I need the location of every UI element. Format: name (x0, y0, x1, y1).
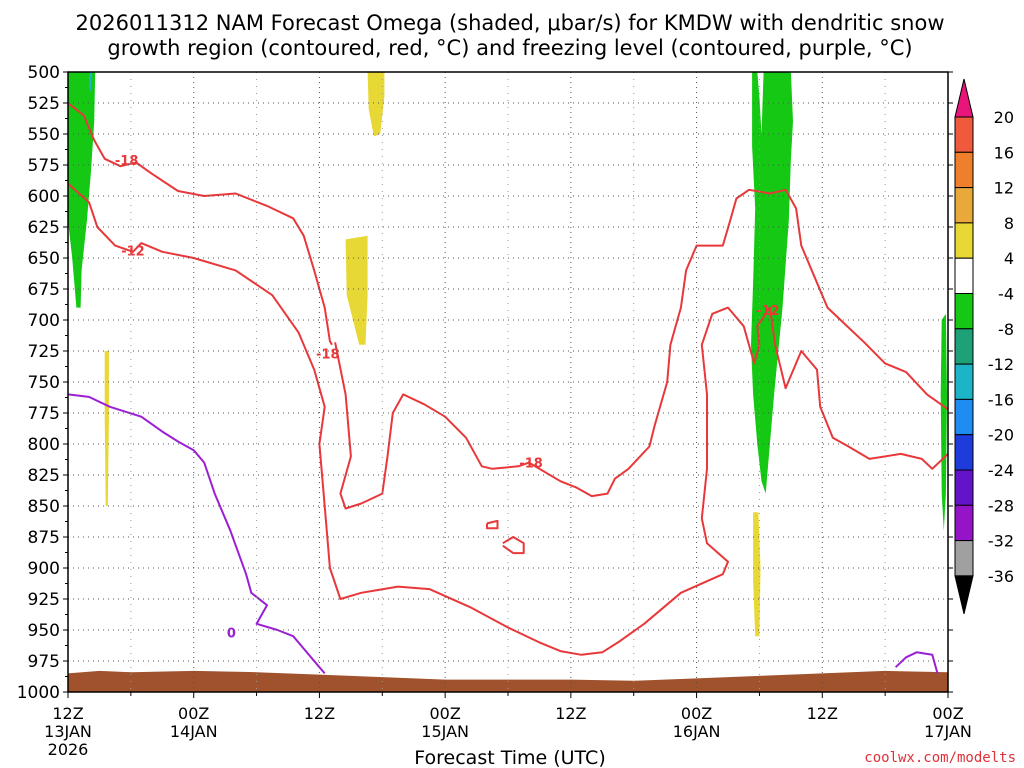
chart-title-line2: growth region (contoured, red, °C) and f… (107, 36, 912, 60)
colorbar: 20 16 12 8 4 -4 -8 -12 -16 -20 -24 -28 -32 -36 (954, 78, 1014, 615)
freezing-line-right (894, 651, 939, 674)
x-tick-date: 15JAN (421, 722, 469, 741)
contour-minus18-left (67, 102, 333, 346)
x-tick-time: 00Z (932, 704, 963, 723)
colorbar-label: -32 (988, 532, 1014, 551)
y-tick-label: 575 (28, 156, 60, 176)
colorbar-label: -16 (988, 390, 1014, 409)
colorbar-label: 4 (1004, 249, 1014, 268)
y-tick-label: 775 (28, 404, 60, 424)
omega-fill-right-green (940, 313, 947, 531)
omega-fill-yellow-c (345, 235, 368, 345)
y-tick-label: 675 (28, 280, 60, 300)
y-tick-label: 925 (28, 590, 60, 610)
colorbar-segment (954, 434, 974, 471)
colorbar-label: 12 (994, 179, 1014, 198)
x-tick-time: 12Z (304, 704, 335, 723)
colorbar-segment (954, 398, 974, 436)
contour-label: -18 (115, 154, 139, 169)
y-tick-label: 550 (28, 125, 60, 145)
colorbar-segment (954, 116, 974, 153)
x-axis-label: Forecast Time (UTC) (414, 747, 605, 768)
contour-label: -18 (316, 347, 340, 362)
y-tick-label: 875 (28, 528, 60, 548)
y-tick-label: 600 (28, 187, 60, 207)
x-tick-time: 12Z (555, 704, 586, 723)
colorbar-label: -20 (988, 426, 1014, 445)
plot-area: -18 -12 -18 -18 -12 0 500 525 550 575 600 625 650 675… (17, 63, 972, 759)
colorbar-segment (954, 222, 974, 259)
omega-fill-yellow-a (104, 351, 109, 506)
contour-label: 0 (227, 626, 236, 641)
y-tick-label: 900 (28, 559, 60, 579)
contour-minus18-blob-a (486, 519, 499, 530)
x-tick-date: 16JAN (673, 722, 721, 741)
y-tick-label: 625 (28, 218, 60, 238)
colorbar-segment (954, 257, 974, 295)
colorbar-segment (954, 469, 974, 506)
colorbar-label: 16 (994, 143, 1014, 162)
x-tick-date: 17JAN (924, 722, 972, 741)
chart-title-line1: 2026011312 NAM Forecast Omega (shaded, μ… (76, 11, 945, 35)
freezing-line-main (67, 393, 326, 675)
omega-fill-early-green (68, 72, 96, 308)
x-tick-year: 2026 (48, 740, 89, 759)
colorbar-bottom-arrow (954, 575, 974, 615)
y-tick-label: 750 (28, 373, 60, 393)
y-tick-label: 650 (28, 249, 60, 269)
colorbar-label: -24 (988, 461, 1014, 480)
credit-text: coolwx.com/modelts (864, 750, 1016, 766)
omega-fill-late-green (751, 72, 793, 494)
y-tick-label: 975 (28, 652, 60, 672)
colorbar-top-arrow (954, 78, 974, 118)
contour-minus18-mid (334, 188, 949, 510)
colorbar-segment (954, 151, 974, 189)
colorbar-label: -4 (998, 285, 1014, 304)
y-tick-label: 700 (28, 311, 60, 331)
contour-label: -12 (121, 245, 145, 260)
contour-minus12-outer (67, 182, 949, 656)
x-tick-time: 12Z (807, 704, 838, 723)
x-tick-time: 00Z (681, 704, 712, 723)
omega-fill-yellow-b (367, 72, 385, 137)
y-tick-label: 1000 (17, 683, 60, 703)
y-tick-label: 800 (28, 435, 60, 455)
contour-minus18-blob-b (502, 536, 525, 555)
y-tick-label: 725 (28, 342, 60, 362)
omega-fill-yellow-d (753, 512, 761, 637)
x-tick-time: 12Z (52, 704, 83, 723)
colorbar-label: -8 (998, 320, 1014, 339)
x-tick-date: 13JAN (44, 722, 92, 741)
y-tick-label: 525 (28, 94, 60, 114)
colorbar-label: -28 (988, 496, 1014, 515)
y-tick-label: 850 (28, 497, 60, 517)
y-tick-label: 950 (28, 621, 60, 641)
colorbar-segment (954, 328, 974, 365)
colorbar-label: -36 (988, 567, 1014, 586)
contour-label: -12 (756, 304, 780, 319)
colorbar-segment (954, 187, 974, 224)
y-tick-label: 825 (28, 466, 60, 486)
colorbar-label: 20 (994, 108, 1014, 127)
x-tick-time: 00Z (429, 704, 460, 723)
colorbar-segment (954, 540, 974, 577)
colorbar-segment (954, 504, 974, 542)
contour-label: -18 (519, 457, 543, 472)
colorbar-segment (954, 363, 974, 400)
colorbar-label: 8 (1004, 214, 1014, 233)
x-tick-date: 14JAN (170, 722, 218, 741)
omega-fill-early-teal (89, 72, 93, 91)
colorbar-segment (954, 293, 974, 330)
y-tick-label: 500 (28, 63, 60, 83)
x-tick-time: 00Z (178, 704, 209, 723)
colorbar-label: -12 (988, 355, 1014, 374)
